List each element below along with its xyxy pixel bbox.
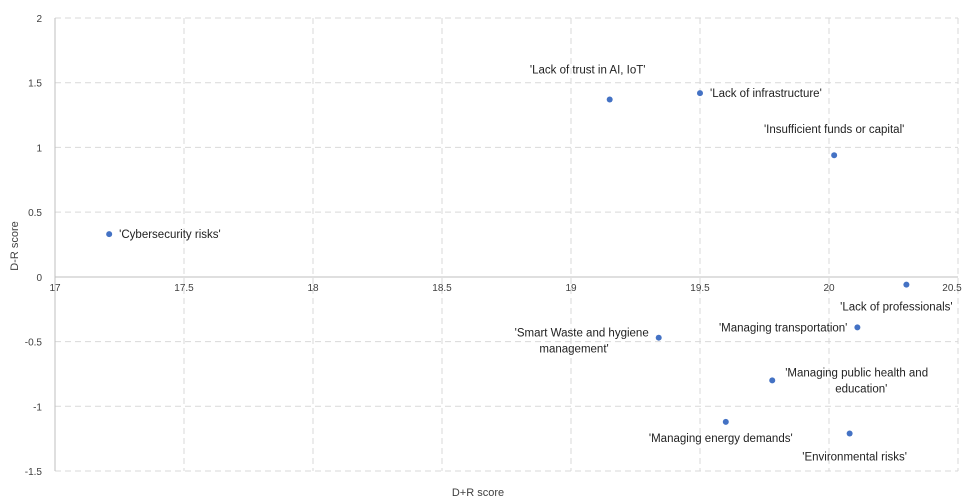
data-points — [106, 90, 910, 437]
point-label: 'Managing transportation' — [719, 322, 847, 334]
point-labels: 'Cybersecurity risks' 'Lack of trust in A… — [119, 65, 952, 464]
data-point — [846, 430, 853, 437]
y-tick-label: 1 — [36, 143, 42, 154]
data-point — [655, 334, 662, 341]
y-tick-label: 0.5 — [28, 208, 42, 219]
point-label: 'Lack of professionals' — [840, 302, 952, 314]
point-label: 'Managing energy demands' — [649, 433, 793, 445]
y-tick-labels: 2 1.5 1 0.5 0 -0.5 -1 -1.5 — [25, 14, 43, 478]
point-label: 'Managing public health and education' — [785, 367, 928, 395]
y-tick-label: 0 — [36, 273, 42, 284]
x-tick-labels: 17 17.5 18 18.5 19 19.5 20 20.5 — [49, 283, 962, 294]
data-point — [854, 324, 861, 331]
y-tick-label: -1 — [33, 402, 42, 413]
x-tick-label: 17 — [49, 283, 61, 294]
point-label: 'Lack of trust in AI, IoT' — [530, 65, 646, 77]
point-label: 'Lack of infrastructure' — [710, 88, 822, 100]
data-point — [697, 90, 703, 97]
y-tick-label: 1.5 — [28, 79, 42, 90]
point-label: 'Cybersecurity risks' — [119, 229, 221, 241]
data-point — [903, 281, 910, 288]
x-tick-label: 20.5 — [942, 283, 962, 294]
x-tick-label: 19.5 — [690, 283, 710, 294]
x-tick-label: 17.5 — [174, 283, 194, 294]
data-point — [722, 418, 729, 425]
point-label: 'Environmental risks' — [802, 451, 907, 463]
axes — [54, 18, 958, 471]
y-tick-label: -1.5 — [25, 467, 43, 478]
y-tick-label: -0.5 — [25, 338, 43, 349]
point-label: 'Smart Waste and hygiene management' — [515, 328, 649, 356]
x-tick-label: 18.5 — [432, 283, 452, 294]
data-point — [106, 231, 113, 238]
data-point — [606, 96, 613, 103]
y-axis-title: D-R score — [9, 221, 21, 271]
data-point — [769, 377, 776, 384]
x-tick-label: 20 — [823, 283, 835, 294]
x-axis-title: D+R score — [452, 487, 504, 499]
point-label: 'Insufficient funds or capital' — [764, 124, 904, 136]
data-point — [831, 152, 838, 159]
grid-lines — [55, 17, 959, 472]
x-tick-label: 19 — [565, 283, 577, 294]
y-tick-label: 2 — [36, 14, 42, 25]
x-tick-label: 18 — [307, 283, 319, 294]
